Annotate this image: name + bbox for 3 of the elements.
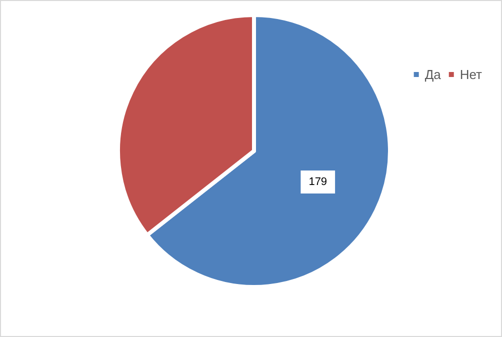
legend-label: Да bbox=[424, 67, 442, 82]
data-label: 179 bbox=[308, 176, 328, 188]
legend-label: Нет bbox=[460, 67, 482, 82]
